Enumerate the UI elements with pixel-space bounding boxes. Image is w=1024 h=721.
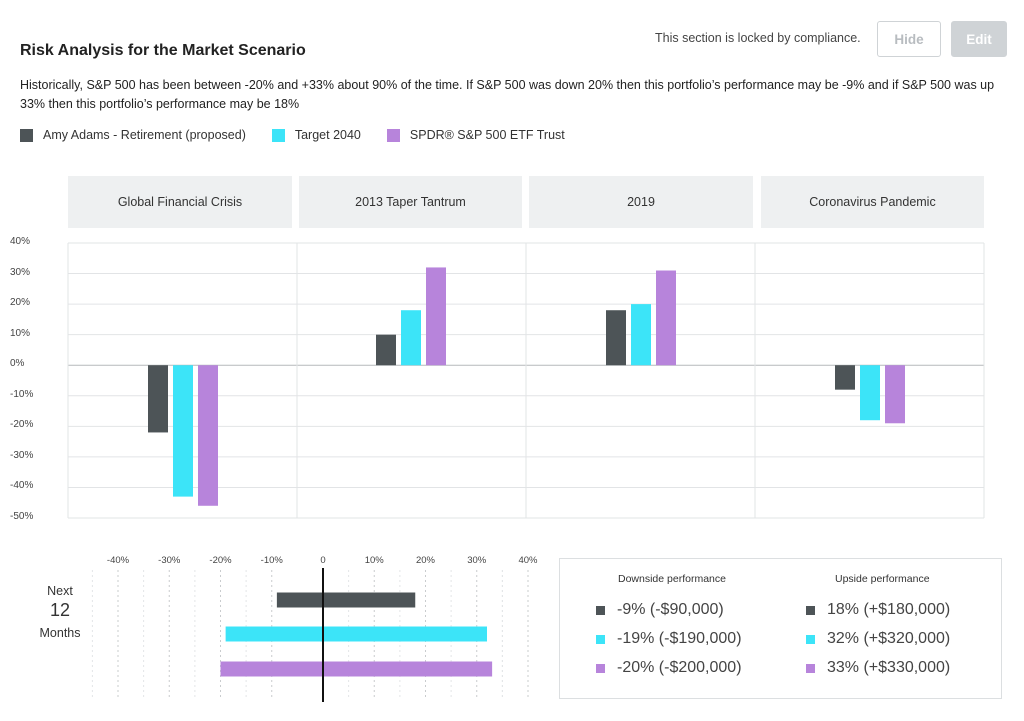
- upside-value: 33% (+$330,000): [827, 659, 951, 676]
- legend-label: Target 2040: [294, 128, 361, 142]
- locked-notice: This section is locked by compliance.: [655, 31, 861, 45]
- downside-row: -9% (-$90,000): [596, 601, 724, 619]
- legend-label: Amy Adams - Retirement (proposed): [43, 128, 246, 142]
- next-label: Next: [47, 584, 73, 598]
- bar: [835, 365, 855, 390]
- downside-value: -20% (-$200,000): [617, 659, 742, 676]
- bar: [426, 267, 446, 366]
- upside-row: 32% (+$320,000): [806, 630, 950, 648]
- scenario-header-gfc: Global Financial Crisis: [68, 176, 292, 228]
- legend-item-portfolio: Amy Adams - Retirement (proposed): [20, 128, 246, 142]
- downside-heading: Downside performance: [618, 573, 726, 585]
- upside-swatch: [806, 634, 815, 644]
- legend-item-target: Target 2040: [271, 128, 361, 142]
- y-tick-label: -40%: [10, 480, 34, 492]
- downside-row: -19% (-$190,000): [596, 630, 742, 648]
- scenario-header-covid: Coronavirus Pandemic: [761, 176, 984, 228]
- upside-swatch: [806, 605, 815, 615]
- chart-legend: Amy Adams - Retirement (proposed) Target…: [20, 128, 591, 142]
- page-title: Risk Analysis for the Market Scenario: [20, 42, 306, 59]
- upside-row: 18% (+$180,000): [806, 601, 950, 619]
- twelve-label: 12: [49, 600, 71, 620]
- scenario-header-taper: 2013 Taper Tantrum: [299, 176, 522, 228]
- downside-value: -9% (-$90,000): [617, 601, 724, 618]
- y-tick-label: -30%: [10, 449, 34, 461]
- upside-row: 33% (+$330,000): [806, 659, 950, 677]
- downside-value: -19% (-$190,000): [617, 630, 742, 647]
- bar: [401, 310, 421, 366]
- bar: [885, 365, 905, 424]
- downside-swatch: [596, 663, 605, 673]
- y-tick-label: 30%: [10, 266, 31, 278]
- legend-label: SPDR® S&P 500 ETF Trust: [409, 128, 565, 142]
- y-tick-label: 10%: [10, 327, 31, 339]
- y-tick-label: -50%: [10, 511, 34, 522]
- edit-button[interactable]: Edit: [951, 21, 1007, 57]
- upside-swatch: [806, 663, 815, 673]
- upside-heading: Upside performance: [835, 573, 930, 585]
- y-tick-label: 20%: [10, 297, 31, 309]
- performance-summary: Downside performance Upside performance …: [559, 558, 1002, 699]
- downside-swatch: [596, 634, 605, 644]
- upside-value: 32% (+$320,000): [827, 630, 951, 647]
- downside-row: -20% (-$200,000): [596, 659, 742, 677]
- legend-swatch: [271, 128, 285, 142]
- bar: [656, 270, 676, 366]
- scenario-description: Historically, S&P 500 has been between -…: [20, 78, 995, 111]
- bar: [148, 365, 168, 433]
- bar: [198, 365, 218, 506]
- bar: [173, 365, 193, 497]
- y-tick-label: 40%: [10, 236, 31, 247]
- y-tick-label: 0%: [10, 358, 25, 370]
- legend-item-benchmark: SPDR® S&P 500 ETF Trust: [386, 128, 565, 142]
- y-tick-label: -10%: [10, 388, 34, 400]
- y-tick-label: -20%: [10, 419, 34, 431]
- upside-value: 18% (+$180,000): [827, 601, 951, 618]
- hide-button[interactable]: Hide: [877, 21, 941, 57]
- bar: [631, 304, 651, 366]
- bar: [606, 310, 626, 366]
- bar: [376, 334, 396, 366]
- downside-swatch: [596, 605, 605, 615]
- legend-swatch: [386, 128, 400, 142]
- legend-swatch: [20, 128, 33, 142]
- months-label: Months: [39, 626, 81, 640]
- bar: [860, 365, 880, 421]
- scenario-header-2019: 2019: [529, 176, 753, 228]
